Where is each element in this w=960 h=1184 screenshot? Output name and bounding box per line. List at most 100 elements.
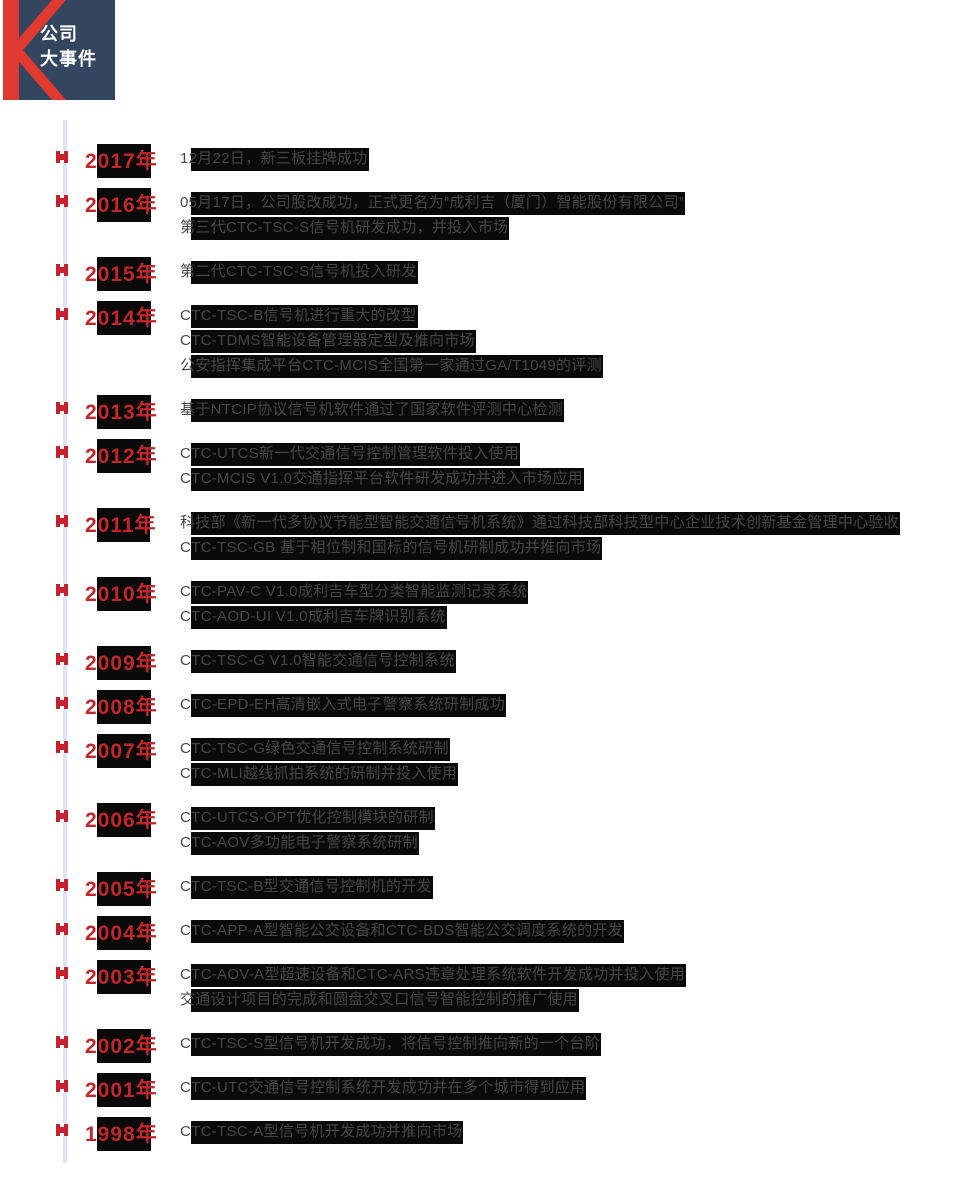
timeline-event: CTC-UTCS-OPT优化控制模块的研制: [180, 805, 960, 830]
timeline-row: 2012年 CTC-UTCS新一代交通信号控制管理软件投入使用 CTC-MCIS V…: [0, 439, 960, 491]
timeline-event: CTC-TSC-B信号机进行重大的改型: [180, 303, 960, 328]
timeline-year: 2006年: [85, 803, 158, 837]
timeline-row: 2007年 CTC-TSC-G绿色交通信号控制系统研制 CTC-MLI越线抓拍系统的…: [0, 734, 960, 786]
timeline-event-text: CTC-MCIS V1.0交通指挥平台软件研发成功并进入市场应用: [180, 468, 584, 491]
timeline-event: CTC-AOV-A型超速设备和CTC-ARS违章处理系统软件开发成功并投入使用: [180, 962, 960, 987]
timeline-event-text: CTC-TSC-A型信号机开发成功并推向市场: [180, 1121, 464, 1144]
timeline-event: CTC-APP-A型智能公交设备和CTC-BDS智能公交调度系统的开发: [180, 918, 960, 943]
timeline-row: 2001年 CTC-UTC交通信号控制系统开发成功并在多个城市得到应用: [0, 1073, 960, 1107]
timeline-year: 2004年: [85, 916, 158, 950]
timeline-event-text: CTC-UTC交通信号控制系统开发成功并在多个城市得到应用: [180, 1077, 587, 1100]
timeline-event: CTC-MLI越线抓拍系统的研制并投入使用: [180, 761, 960, 786]
timeline-year: 2014年: [85, 301, 158, 335]
timeline-event: CTC-TSC-A型信号机开发成功并推向市场: [180, 1119, 960, 1144]
timeline-event: CTC-AOD-UI V1.0成利吉车牌识别系统: [180, 604, 960, 629]
timeline-event-text: 公安指挥集成平台CTC-MCIS全国第一家通过GA/T1049的评测: [180, 355, 603, 378]
timeline-year: 1998年: [85, 1117, 158, 1151]
timeline-marker-icon: [56, 515, 68, 527]
timeline-event-text: 05月17日，公司股改成功，正式更名为“成利吉（厦门）智能股份有限公司”: [180, 192, 686, 215]
page-title: 公司 大事件: [40, 22, 110, 72]
timeline-event-text: CTC-MLI越线抓拍系统的研制并投入使用: [180, 763, 459, 786]
timeline-year: 2003年: [85, 960, 158, 994]
timeline-event-text: CTC-TSC-S型信号机开发成功，将信号控制推向新的一个台阶: [180, 1033, 602, 1056]
timeline-event-text: CTC-PAV-C V1.0成利吉车型分类智能监测记录系统: [180, 581, 529, 604]
timeline-row: 2013年 基于NTCIP协议信号机软件通过了国家软件评测中心检测: [0, 395, 960, 429]
timeline-marker-icon: [56, 151, 68, 163]
timeline-event-text: 第二代CTC-TSC-S信号机投入研发: [180, 261, 418, 284]
timeline-event: CTC-AOV多功能电子警察系统研制: [180, 830, 960, 855]
timeline-event: 公安指挥集成平台CTC-MCIS全国第一家通过GA/T1049的评测: [180, 353, 960, 378]
timeline-event: CTC-TDMS智能设备管理器定型及推向市场: [180, 328, 960, 353]
timeline-marker-icon: [56, 741, 68, 753]
timeline-year: 2015年: [85, 257, 158, 291]
timeline-event-text: CTC-TDMS智能设备管理器定型及推向市场: [180, 330, 476, 353]
timeline-event-text: 交通设计项目的完成和圆盘交叉口信号智能控制的推广使用: [180, 989, 579, 1012]
timeline-row: 2004年 CTC-APP-A型智能公交设备和CTC-BDS智能公交调度系统的开发: [0, 916, 960, 950]
timeline-row: 2014年 CTC-TSC-B信号机进行重大的改型 CTC-TDMS智能设备管理器定…: [0, 301, 960, 378]
timeline-event-text: 第三代CTC-TSC-S信号机研发成功，并投入市场: [180, 217, 510, 240]
timeline-marker-icon: [56, 1124, 68, 1136]
timeline-event: 科技部《新一代多协议节能型智能交通信号机系统》通过科技部科技型中心企业技术创新基…: [180, 510, 960, 535]
timeline-year: 2009年: [85, 646, 158, 680]
timeline-event-text: CTC-AOV多功能电子警察系统研制: [180, 832, 419, 855]
timeline-marker-icon: [56, 584, 68, 596]
timeline-spine: [63, 120, 67, 1163]
timeline-event-text: CTC-APP-A型智能公交设备和CTC-BDS智能公交调度系统的开发: [180, 920, 625, 943]
timeline-year: 2013年: [85, 395, 158, 429]
timeline-row: 2016年 05月17日，公司股改成功，正式更名为“成利吉（厦门）智能股份有限公司…: [0, 188, 960, 240]
timeline-year: 2011年: [85, 508, 157, 542]
timeline-event: CTC-TSC-S型信号机开发成功，将信号控制推向新的一个台阶: [180, 1031, 960, 1056]
timeline-event: CTC-TSC-G V1.0智能交通信号控制系统: [180, 648, 960, 673]
timeline-marker-icon: [56, 195, 68, 207]
timeline-row: 1998年 CTC-TSC-A型信号机开发成功并推向市场: [0, 1117, 960, 1151]
timeline-event-text: CTC-AOD-UI V1.0成利吉车牌识别系统: [180, 606, 447, 629]
timeline-event: CTC-TSC-B型交通信号控制机的开发: [180, 874, 960, 899]
timeline-event: CTC-PAV-C V1.0成利吉车型分类智能监测记录系统: [180, 579, 960, 604]
timeline-event-text: CTC-TSC-G绿色交通信号控制系统研制: [180, 738, 450, 761]
timeline-row: 2008年 CTC-EPD-EH高清嵌入式电子警察系统研制成功: [0, 690, 960, 724]
timeline-year: 2001年: [85, 1073, 158, 1107]
timeline-event: 第二代CTC-TSC-S信号机投入研发: [180, 259, 960, 284]
timeline-event: 12月22日，新三板挂牌成功: [180, 146, 960, 171]
timeline-marker-icon: [56, 967, 68, 979]
timeline-marker-icon: [56, 923, 68, 935]
timeline-event-text: CTC-TSC-B型交通信号控制机的开发: [180, 876, 433, 899]
page-header-badge: 公司 大事件: [3, 0, 115, 100]
timeline-event-text: CTC-EPD-EH高清嵌入式电子警察系统研制成功: [180, 694, 506, 717]
timeline-event: 交通设计项目的完成和圆盘交叉口信号智能控制的推广使用: [180, 987, 960, 1012]
timeline-row: 2002年 CTC-TSC-S型信号机开发成功，将信号控制推向新的一个台阶: [0, 1029, 960, 1063]
timeline-row: 2011年 科技部《新一代多协议节能型智能交通信号机系统》通过科技部科技型中心企业…: [0, 508, 960, 560]
timeline-marker-icon: [56, 697, 68, 709]
page-title-line2: 大事件: [40, 49, 97, 69]
timeline-year: 2010年: [85, 577, 158, 611]
timeline-year: 2012年: [85, 439, 158, 473]
timeline-marker-icon: [56, 653, 68, 665]
timeline-year: 2007年: [85, 734, 158, 768]
k-logo-icon: [3, 0, 66, 100]
timeline-event-text: 12月22日，新三板挂牌成功: [180, 148, 369, 171]
timeline-year: 2016年: [85, 188, 158, 222]
timeline-event: CTC-TSC-G绿色交通信号控制系统研制: [180, 736, 960, 761]
timeline-event: 第三代CTC-TSC-S信号机研发成功，并投入市场: [180, 215, 960, 240]
timeline-year: 2017年: [85, 144, 158, 178]
timeline-year: 2002年: [85, 1029, 158, 1063]
timeline-row: 2015年 第二代CTC-TSC-S信号机投入研发: [0, 257, 960, 291]
timeline-marker-icon: [56, 402, 68, 414]
timeline-marker-icon: [56, 879, 68, 891]
timeline-event: CTC-MCIS V1.0交通指挥平台软件研发成功并进入市场应用: [180, 466, 960, 491]
timeline-marker-icon: [56, 446, 68, 458]
timeline-event-text: 科技部《新一代多协议节能型智能交通信号机系统》通过科技部科技型中心企业技术创新基…: [180, 512, 901, 535]
timeline-row: 2006年 CTC-UTCS-OPT优化控制模块的研制 CTC-AOV多功能电子警察…: [0, 803, 960, 855]
timeline-row: 2003年 CTC-AOV-A型超速设备和CTC-ARS违章处理系统软件开发成功并…: [0, 960, 960, 1012]
timeline-event: CTC-UTC交通信号控制系统开发成功并在多个城市得到应用: [180, 1075, 960, 1100]
timeline-event-text: CTC-AOV-A型超速设备和CTC-ARS违章处理系统软件开发成功并投入使用: [180, 964, 687, 987]
timeline-row: 2009年 CTC-TSC-G V1.0智能交通信号控制系统: [0, 646, 960, 680]
timeline-event-text: 基于NTCIP协议信号机软件通过了国家软件评测中心检测: [180, 399, 565, 422]
timeline-event: 基于NTCIP协议信号机软件通过了国家软件评测中心检测: [180, 397, 960, 422]
timeline-event-text: CTC-TSC-GB 基于相位制和国标的信号机研制成功并推向市场: [180, 537, 603, 560]
timeline-year: 2008年: [85, 690, 158, 724]
timeline-marker-icon: [56, 308, 68, 320]
timeline-marker-icon: [56, 1036, 68, 1048]
timeline: 2017年 12月22日，新三板挂牌成功 2016年 05月17日，公司股改成功，正式…: [0, 144, 960, 1163]
timeline-event-text: CTC-UTCS新一代交通信号控制管理软件投入使用: [180, 443, 521, 466]
